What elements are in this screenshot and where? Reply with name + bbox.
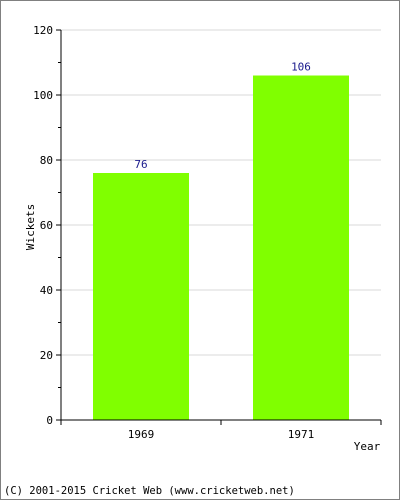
x-axis-label: Year [354,440,381,453]
copyright-footer: (C) 2001-2015 Cricket Web (www.cricketwe… [4,485,295,497]
y-tick-label-120: 120 [33,24,53,37]
y-tick-label-100: 100 [33,89,53,102]
y-tick-label-0: 0 [46,414,53,427]
axes: 0 20 40 60 80 100 120 1969 1971 [33,24,382,441]
y-tick-label-40: 40 [40,284,53,297]
bar-1971 [253,75,349,420]
y-tick-label-80: 80 [40,154,53,167]
chart-labels: Wickets Year 76 106 [24,61,381,454]
y-axis-label: Wickets [24,204,37,250]
data-label-1971: 106 [291,61,311,74]
bar-1969 [93,173,189,420]
x-tick-label-1969: 1969 [128,428,155,441]
bars [93,75,349,420]
x-tick-label-1971: 1971 [288,428,315,441]
y-tick-label-60: 60 [40,219,53,232]
y-tick-label-20: 20 [40,349,53,362]
data-label-1969: 76 [134,158,147,171]
